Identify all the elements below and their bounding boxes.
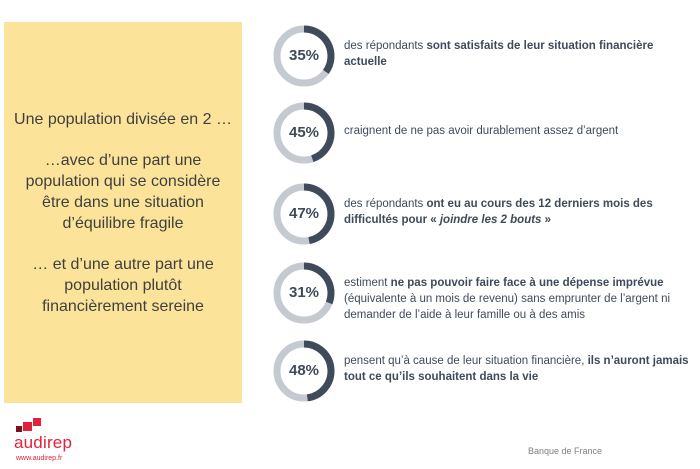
logo-wordmark: audirep	[14, 433, 73, 452]
stat-text-5: pensent qu’à cause de leur situation fin…	[344, 355, 689, 383]
stat-row-1: 35% des répondants sont satisfaits de leu…	[272, 24, 700, 104]
summary-line-3: … et d’une autre part une population plu…	[32, 255, 214, 315]
summary-text: Une population divisée en 2 … …avec d’un…	[11, 109, 235, 317]
stat-row-2: 45% craignent de ne pas avoir durablement…	[272, 101, 700, 181]
logo-squares-icon	[16, 418, 41, 432]
donut-arc-4	[303, 262, 335, 305]
donut-value-1: 35%	[288, 47, 320, 64]
stat-row-4: 31% estiment ne pas pouvoir faire face à …	[272, 261, 700, 341]
audirep-logo: audirep www.audirep.fr	[12, 418, 92, 466]
donut-value-4: 31%	[288, 284, 320, 301]
donut-value-3: 47%	[288, 205, 320, 222]
donut-1	[273, 25, 335, 87]
stat-text-1: des répondants sont satisfaits de leur s…	[344, 40, 654, 68]
donut-3	[273, 183, 335, 245]
summary-line-2: …avec d’une part une population qui se c…	[25, 151, 221, 232]
stat-text-4: estiment ne pas pouvoir faire face à une…	[344, 277, 671, 321]
donut-value-2: 45%	[288, 124, 320, 141]
stat-row-5: 48% pensent qu’à cause de leur situation …	[272, 339, 700, 419]
donut-2	[273, 102, 335, 164]
logo-url: www.audirep.fr	[16, 455, 63, 462]
donut-arc-3	[303, 183, 335, 244]
stat-row-3: 47% des répondants ont eu au cours des 12…	[272, 182, 700, 262]
donut-arc-1	[303, 25, 335, 74]
donut-4	[273, 262, 335, 324]
stat-text-2: craignent de ne pas avoir durablement as…	[344, 125, 619, 137]
source-label: Banque de France	[528, 446, 603, 456]
donut-arc-2	[303, 102, 335, 163]
summary-line-1: Une population divisée en 2 …	[14, 110, 232, 128]
donut-value-5: 48%	[288, 362, 320, 379]
summary-panel: Une population divisée en 2 … …avec d’un…	[4, 22, 242, 403]
stat-text-3: des répondants ont eu au cours des 12 de…	[344, 198, 653, 226]
donut-arc-5	[303, 340, 335, 402]
donut-5	[273, 340, 335, 402]
